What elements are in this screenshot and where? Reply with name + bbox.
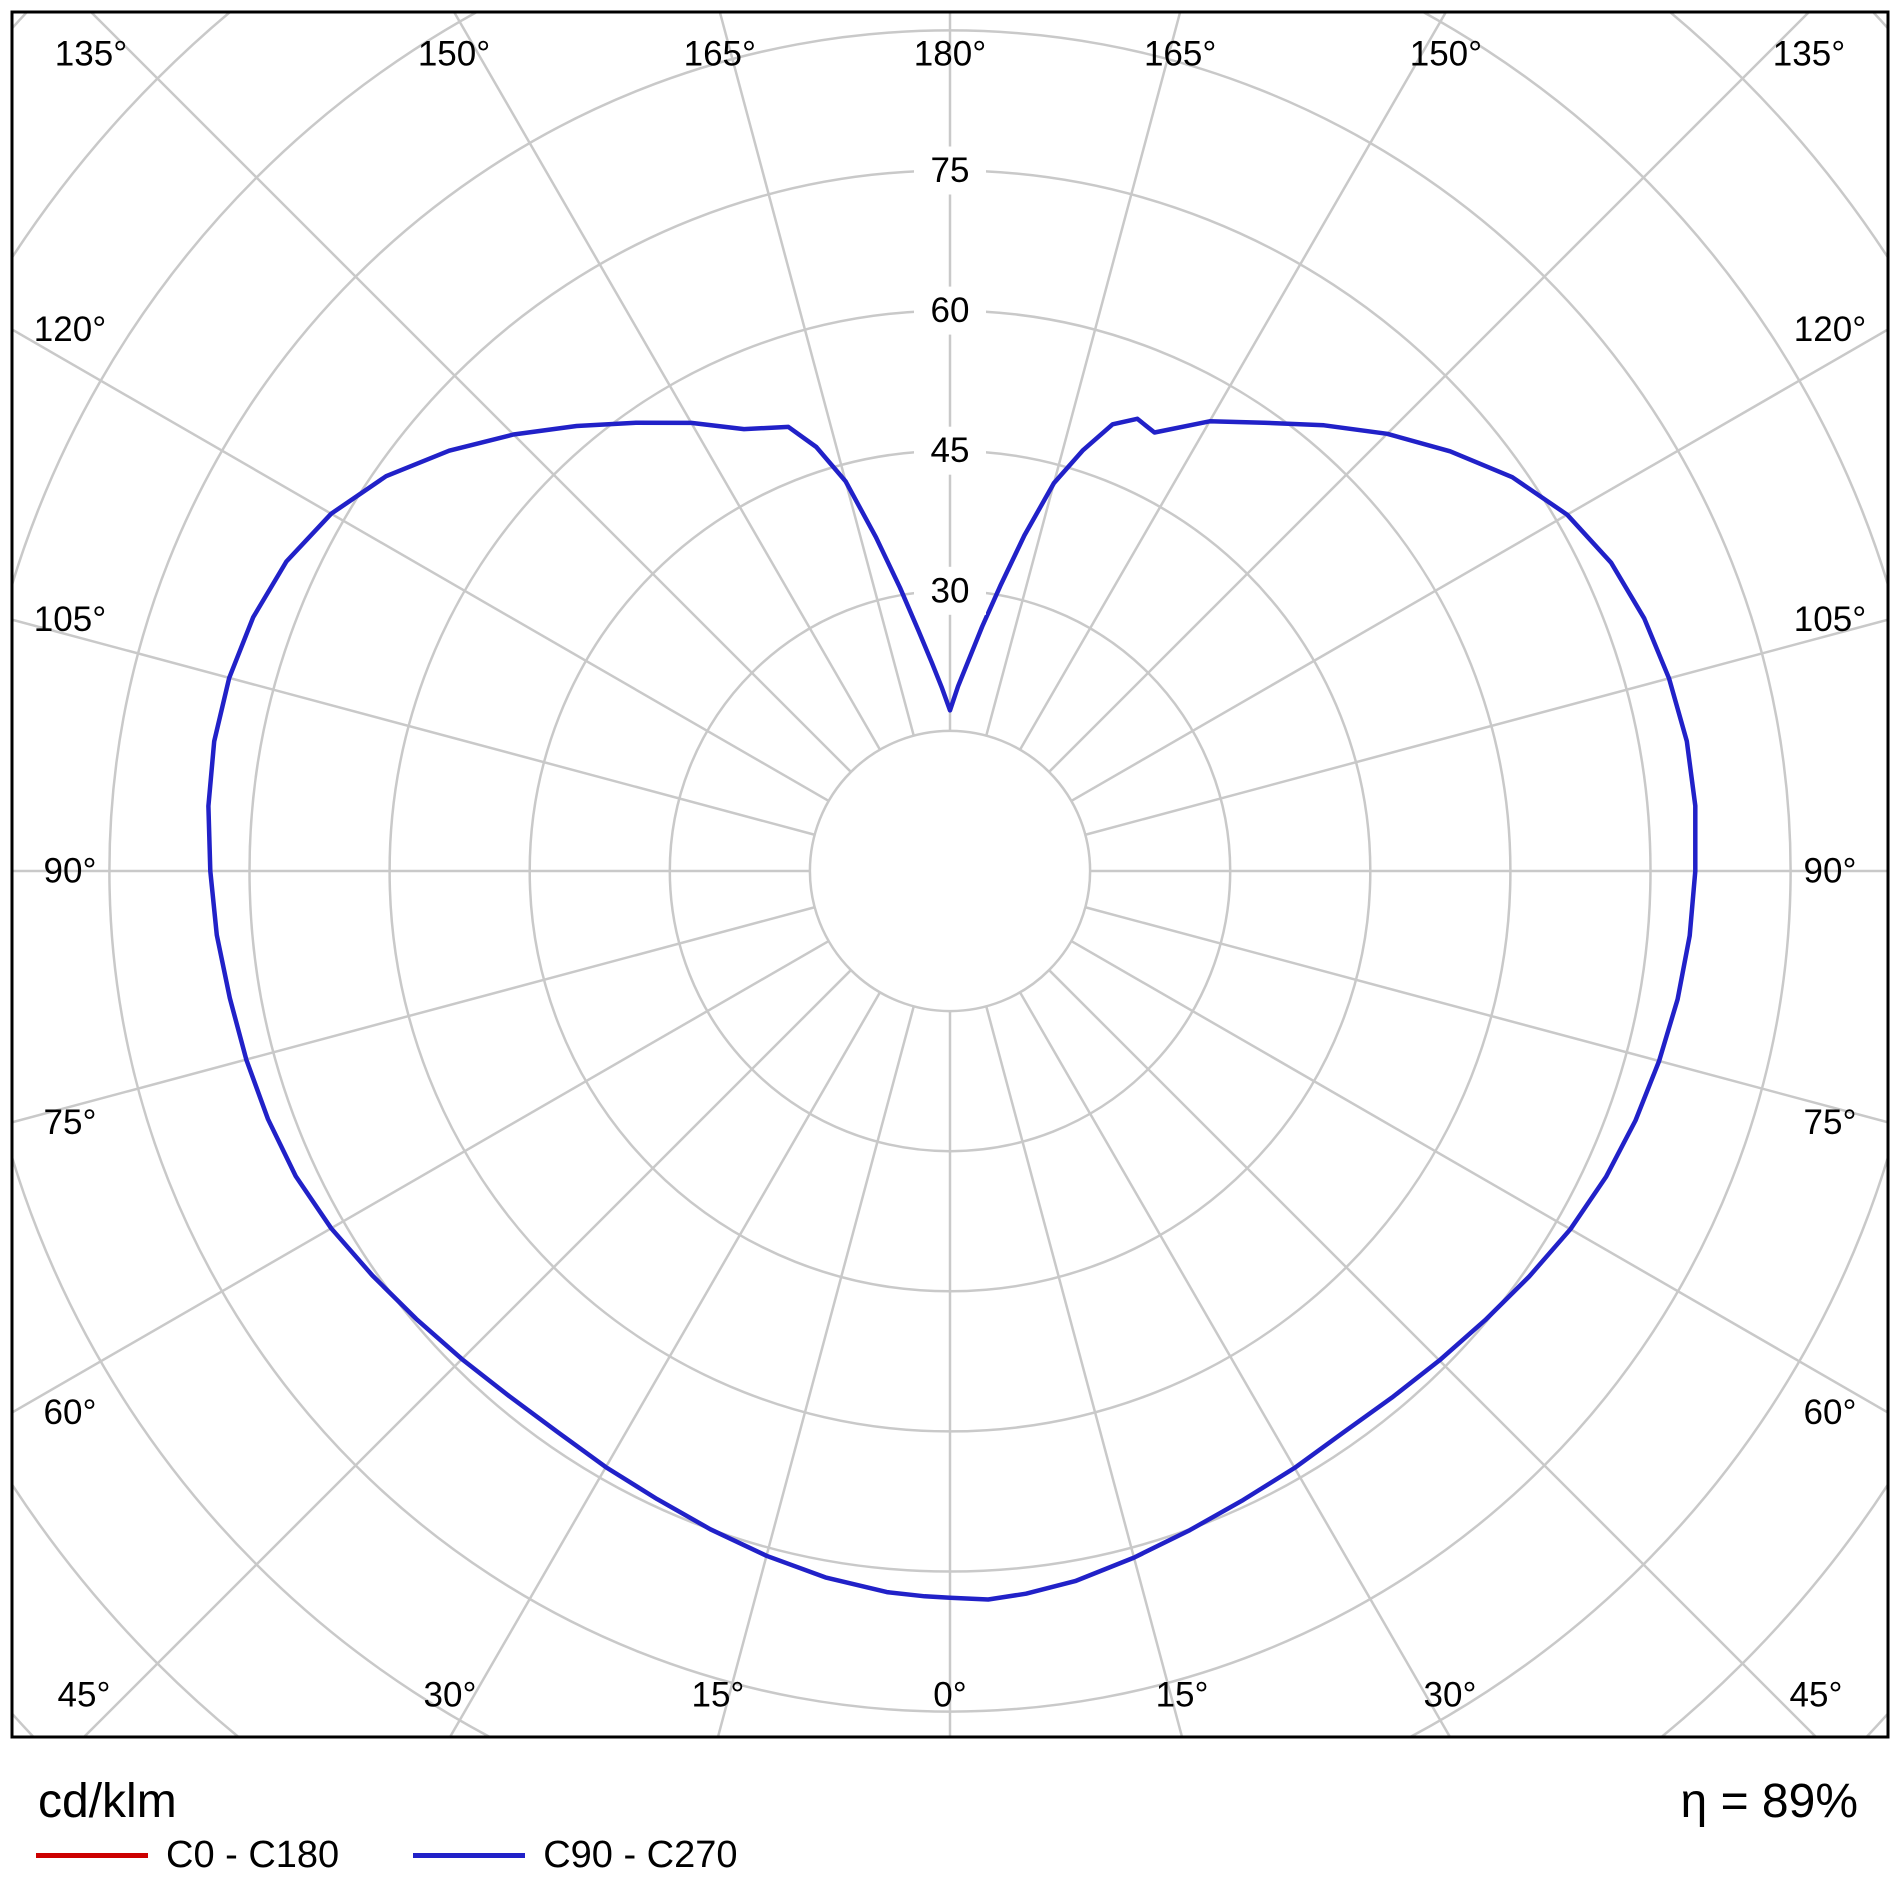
angle-label: 60° <box>1804 1393 1857 1432</box>
angle-labels: 135° 150° 165° 180° 165° 150° 135° 120° 120° 105°… <box>34 35 1866 1715</box>
grid-spoke <box>12 328 830 803</box>
angle-label: 75° <box>44 1103 97 1142</box>
radial-tick-label-bg <box>914 566 986 615</box>
radial-tick-label: 30 <box>931 571 970 610</box>
legend-line-c90-c270 <box>413 1853 526 1858</box>
grid-spoke <box>1070 328 1888 803</box>
grid-spoke <box>985 1006 1184 1737</box>
angle-label: 150° <box>418 35 490 74</box>
angle-label: 105° <box>1794 600 1866 639</box>
angle-label: 180° <box>914 35 986 74</box>
grid-spoke <box>12 939 830 1414</box>
grid-spoke <box>448 991 882 1737</box>
grid-spoke <box>1048 969 1818 1737</box>
radial-tick-label: 75 <box>931 151 970 190</box>
angle-label: 30° <box>424 1676 477 1715</box>
angle-label: 150° <box>1410 35 1482 74</box>
angle-label: 30° <box>1424 1676 1477 1715</box>
legend-label-c0-c180: C0 - C180 <box>166 1834 340 1876</box>
radial-tick-label: 45 <box>931 431 970 470</box>
grid-spoke <box>1048 12 1811 773</box>
radial-tick-label: 60 <box>931 291 970 330</box>
angle-label: 105° <box>34 600 106 639</box>
grid-spoke <box>985 12 1182 736</box>
chart-border <box>10 10 1890 1739</box>
grid-spoke <box>89 12 852 773</box>
legend-label-c90-c270: C90 - C270 <box>543 1834 738 1876</box>
angle-label: 15° <box>691 1676 744 1715</box>
radial-tick-labels: 30 45 60 75 <box>914 146 986 615</box>
grid-spoke <box>1085 618 1888 836</box>
angle-label: 15° <box>1156 1676 1209 1715</box>
legend-item-c0-c180: C0 - C180 <box>36 1834 339 1877</box>
angle-label: 45° <box>58 1676 111 1715</box>
angle-label: 60° <box>44 1393 97 1432</box>
angle-label: 45° <box>1790 1676 1843 1715</box>
grid-spoke <box>82 969 852 1737</box>
units-label: cd/klm <box>38 1775 177 1828</box>
grid-spoke <box>452 12 882 751</box>
grid-spoke <box>1018 12 1448 751</box>
efficiency-value: η = 89% <box>1680 1775 1858 1828</box>
radial-tick-label-bg <box>914 146 986 195</box>
legend-line-c0-c180 <box>36 1853 148 1858</box>
grid-spoke <box>1085 906 1888 1124</box>
grid-spoke <box>1070 939 1888 1414</box>
curve-c90-c270 <box>206 416 1698 1602</box>
grid-spoke <box>1018 991 1452 1737</box>
grid-spoke <box>716 1006 915 1737</box>
grid-spoke <box>12 618 815 836</box>
legend-item-c90-c270: C90 - C270 <box>413 1834 738 1877</box>
grid-spoke <box>12 906 815 1124</box>
angle-label: 165° <box>1144 35 1216 74</box>
angle-label: 135° <box>55 35 127 74</box>
angle-label: 120° <box>34 310 106 349</box>
radial-tick-label-bg <box>914 286 986 335</box>
angle-label: 0° <box>933 1676 966 1715</box>
grid-ring <box>808 729 1092 1013</box>
angle-label: 135° <box>1773 35 1845 74</box>
angle-label: 90° <box>1804 852 1857 891</box>
radial-tick-label-bg <box>914 426 986 475</box>
angle-label: 120° <box>1794 310 1866 349</box>
angle-label: 75° <box>1804 1103 1857 1142</box>
legend: C0 - C180 C90 - C270 <box>36 1834 738 1877</box>
grid-spoke <box>718 12 915 736</box>
angle-label: 165° <box>684 35 756 74</box>
angle-label: 90° <box>44 852 97 891</box>
